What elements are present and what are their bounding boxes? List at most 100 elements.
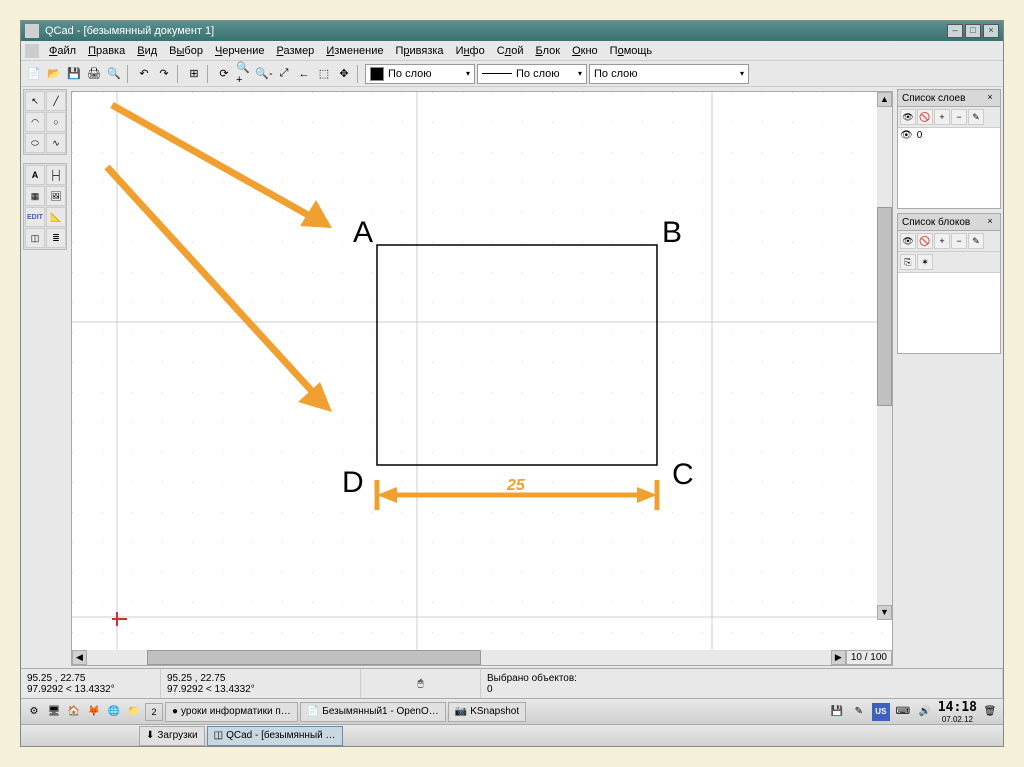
status-selected-label: Выбрано объектов: (487, 673, 996, 684)
kmenu-icon[interactable]: ⚙ (25, 703, 43, 721)
line-tool[interactable]: ╱ (46, 91, 66, 111)
pen-tray-icon[interactable]: ✎ (850, 703, 868, 721)
hatch-tool[interactable]: ▦ (25, 186, 45, 206)
home-icon[interactable]: 🏠 (65, 703, 83, 721)
layer-row[interactable]: 👁 0 (898, 128, 1000, 143)
status-abs-coord: 95.25 , 22.75 (27, 673, 154, 684)
blocks-panel-title: Список блоков (902, 217, 984, 228)
text-tool[interactable]: A (25, 165, 45, 185)
task-bezymyanny1[interactable]: 📄Безымянный1 - OpenO… (300, 702, 446, 722)
layer-tool[interactable]: ≣ (46, 228, 66, 248)
layer-show-icon[interactable]: 👁 (900, 109, 916, 125)
block-edit-icon[interactable]: ✎ (968, 233, 984, 249)
volume-tray-icon[interactable]: 🔊 (916, 703, 934, 721)
desktop-icon[interactable]: 🖥 (45, 703, 63, 721)
menu-window[interactable]: Окно (566, 43, 604, 59)
scroll-up-arrow[interactable]: ▲ (877, 92, 892, 107)
edit-tool[interactable]: EDIT (25, 207, 45, 227)
firefox-icon[interactable]: 🦊 (85, 703, 103, 721)
zoom-out-button[interactable]: 🔍- (255, 65, 273, 83)
linetype-combo[interactable]: По слою (477, 64, 587, 84)
color-combo[interactable]: По слою (365, 64, 475, 84)
lineweight-combo[interactable]: По слою (589, 64, 749, 84)
print-preview-button[interactable]: 🔍 (105, 65, 123, 83)
save-tray-icon[interactable]: 💾 (828, 703, 846, 721)
undo-button[interactable]: ↶ (135, 65, 153, 83)
pan-button[interactable]: ✥ (335, 65, 353, 83)
redo-button[interactable]: ↷ (155, 65, 173, 83)
task-lessons[interactable]: ●уроки информатики п… (165, 702, 298, 722)
menubar: Файл Правка Вид Выбор Черчение Размер Из… (21, 41, 1003, 61)
layer-add-icon[interactable]: + (934, 109, 950, 125)
menu-edit[interactable]: Правка (82, 43, 131, 59)
drawing-canvas[interactable]: A B C D 25 (72, 92, 892, 650)
zoom-prev-button[interactable]: ← (295, 65, 313, 83)
block-remove-icon[interactable]: − (951, 233, 967, 249)
app-icon: 📄 (307, 706, 319, 717)
image-tool[interactable]: 🖼 (46, 186, 66, 206)
block-hide-icon[interactable]: 🚫 (917, 233, 933, 249)
menu-layer[interactable]: Слой (491, 43, 530, 59)
desktop-switcher[interactable]: 2 (145, 703, 163, 721)
menu-help[interactable]: Помощь (604, 43, 659, 59)
layer-edit-icon[interactable]: ✎ (968, 109, 984, 125)
measure-tool[interactable]: 📐 (46, 207, 66, 227)
menu-modify[interactable]: Изменение (320, 43, 389, 59)
scroll-left-arrow[interactable]: ◀ (72, 650, 87, 665)
minimize-button[interactable]: – (947, 24, 963, 38)
menu-dimension[interactable]: Размер (270, 43, 320, 59)
block-add-icon[interactable]: + (934, 233, 950, 249)
menu-block[interactable]: Блок (529, 43, 566, 59)
menu-view[interactable]: Вид (131, 43, 163, 59)
status-polar-coord: 97.9292 < 13.4332° (27, 684, 154, 695)
task-ksnapshot[interactable]: 📷KSnapshot (448, 702, 526, 722)
block-tool[interactable]: ◫ (25, 228, 45, 248)
print-button[interactable]: 🖨 (85, 65, 103, 83)
layer-remove-icon[interactable]: − (951, 109, 967, 125)
menu-info[interactable]: Инфо (450, 43, 491, 59)
save-button[interactable]: 💾 (65, 65, 83, 83)
spline-tool[interactable]: ∿ (46, 133, 66, 153)
menu-select[interactable]: Выбор (163, 43, 209, 59)
circle-tool[interactable]: ○ (46, 112, 66, 132)
task-downloads[interactable]: ⬇Загрузки (139, 726, 205, 746)
block-show-icon[interactable]: 👁 (900, 233, 916, 249)
dimension-tool[interactable]: ├┤ (46, 165, 66, 185)
horizontal-scrollbar[interactable]: ◀ ▶ 10 / 100 (72, 650, 892, 665)
menu-file[interactable]: Файл (43, 43, 82, 59)
menu-snap[interactable]: Привязка (389, 43, 449, 59)
zoom-window-button[interactable]: ⬚ (315, 65, 333, 83)
scroll-down-arrow[interactable]: ▼ (877, 605, 892, 620)
block-insert-icon[interactable]: ⎘ (900, 254, 916, 270)
window-title: QCad - [безымянный документ 1] (45, 25, 947, 37)
layers-panel: Список слоев × 👁 🚫 + − ✎ 👁 0 (897, 89, 1001, 209)
linetype-combo-label: По слою (516, 68, 560, 80)
block-explode-icon[interactable]: ✶ (917, 254, 933, 270)
trash-tray-icon[interactable]: 🗑 (981, 703, 999, 721)
new-button[interactable]: 📄 (25, 65, 43, 83)
keyboard-tray-icon[interactable]: ⌨ (894, 703, 912, 721)
menu-draw[interactable]: Черчение (209, 43, 271, 59)
globe-icon[interactable]: 🌐 (105, 703, 123, 721)
zoom-in-button[interactable]: 🔍+ (235, 65, 253, 83)
folder-icon[interactable]: 📁 (125, 703, 143, 721)
ellipse-tool[interactable]: ⬭ (25, 133, 45, 153)
task-qcad[interactable]: ◫QCad - [безымянный … (207, 726, 343, 746)
vertex-b: B (662, 216, 682, 249)
blocks-panel-close[interactable]: × (984, 216, 996, 228)
scroll-right-arrow[interactable]: ▶ (831, 650, 846, 665)
refresh-button[interactable]: ⟳ (215, 65, 233, 83)
grid-button[interactable]: ⊞ (185, 65, 203, 83)
layers-panel-close[interactable]: × (984, 92, 996, 104)
pointer-tool[interactable]: ↖ (25, 91, 45, 111)
app-icon: ⬇ (146, 730, 154, 741)
layer-hide-icon[interactable]: 🚫 (917, 109, 933, 125)
lang-indicator[interactable]: US (872, 703, 890, 721)
maximize-button[interactable]: □ (965, 24, 981, 38)
zoom-auto-button[interactable]: ⤢ (275, 65, 293, 83)
vertical-scrollbar[interactable]: ▲ ▼ (877, 92, 892, 620)
close-button[interactable]: × (983, 24, 999, 38)
open-button[interactable]: 📂 (45, 65, 63, 83)
arc-tool[interactable]: ◠ (25, 112, 45, 132)
doc-close-icon[interactable] (25, 44, 39, 58)
